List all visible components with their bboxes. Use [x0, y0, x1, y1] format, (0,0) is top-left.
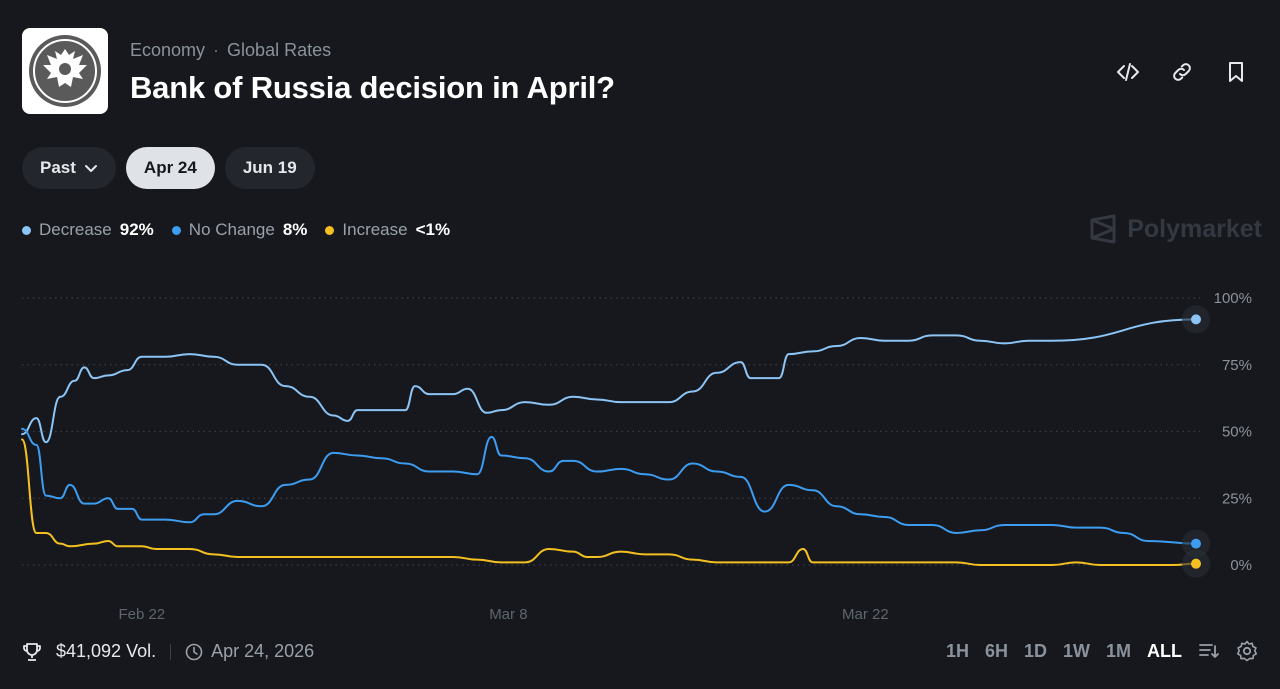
x-tick-label: Feb 22 — [118, 606, 165, 623]
series-line-no-change — [21, 427, 1197, 545]
bookmark-button[interactable] — [1222, 58, 1250, 86]
chart-legend: Decrease 92% No Change 8% Increase <1% — [22, 220, 450, 240]
breadcrumb-separator: · — [213, 40, 220, 60]
date-pill-apr-24[interactable]: Apr 24 — [125, 147, 215, 189]
end-date: Apr 24, 2026 — [185, 641, 314, 662]
legend-value: 8% — [282, 220, 308, 239]
y-tick-label: 100% — [1214, 290, 1252, 307]
bank-of-russia-eagle-logo — [29, 35, 101, 107]
legend-dot — [171, 225, 181, 235]
settings-gear-icon[interactable] — [1236, 640, 1258, 662]
range-6h[interactable]: 6H — [984, 640, 1008, 661]
market-logo — [22, 28, 108, 114]
end-date-text: Apr 24, 2026 — [211, 641, 315, 661]
x-tick-label: Mar 22 — [842, 606, 889, 623]
past-dropdown-button[interactable]: Past — [22, 147, 116, 189]
x-tick-label: Mar 8 — [489, 606, 527, 623]
range-1h[interactable]: 1H — [945, 640, 969, 661]
time-range-selector: 1H 6H 1D 1W 1M ALL — [946, 640, 1258, 662]
y-tick-label: 75% — [1222, 357, 1252, 374]
watermark-text: Polymarket — [1127, 214, 1262, 243]
embed-button[interactable] — [1114, 58, 1142, 86]
copy-link-button[interactable] — [1168, 58, 1196, 86]
page-title: Bank of Russia decision in April? — [130, 70, 615, 105]
clock-icon — [185, 643, 203, 660]
legend-dot — [325, 225, 335, 235]
series-endpoint-no-change — [1191, 538, 1201, 549]
divider — [170, 643, 172, 660]
y-tick-label: 50% — [1222, 424, 1252, 441]
chevron-down-icon — [84, 165, 97, 172]
code-icon — [1117, 63, 1139, 81]
legend-name: No Change — [188, 220, 275, 239]
breadcrumb-subcategory[interactable]: Global Rates — [227, 40, 332, 60]
breadcrumb-category[interactable]: Economy — [130, 40, 206, 60]
series-line-decrease — [21, 318, 1197, 444]
legend-dot — [22, 225, 31, 235]
sort-lines-icon[interactable] — [1198, 640, 1220, 662]
range-1w[interactable]: 1W — [1062, 640, 1090, 661]
polymarket-watermark: Polymarket — [1089, 214, 1262, 244]
legend-item-decrease: Decrease 92% — [22, 220, 154, 240]
legend-value: 92% — [119, 220, 154, 239]
y-tick-label: 25% — [1222, 490, 1252, 507]
legend-name: Increase — [342, 220, 408, 239]
volume-text: $41,092 Vol. — [56, 641, 157, 661]
series-line-increase — [21, 438, 1197, 567]
series-endpoint-increase — [1191, 558, 1201, 569]
breadcrumb: Economy · Global Rates — [130, 40, 331, 61]
y-tick-label: 0% — [1230, 557, 1252, 574]
series-endpoint-decrease — [1191, 314, 1201, 325]
legend-item-no-change: No Change 8% — [171, 220, 308, 240]
date-pill-jun-19[interactable]: Jun 19 — [224, 147, 315, 189]
past-label: Past — [40, 158, 76, 177]
link-icon — [1173, 63, 1191, 81]
legend-item-increase: Increase <1% — [325, 220, 450, 240]
market-footer: $41,092 Vol. Apr 24, 2026 — [22, 641, 314, 662]
date-selector: Past Apr 24 Jun 19 — [22, 147, 315, 189]
bookmark-icon — [1229, 62, 1243, 82]
range-1m[interactable]: 1M — [1105, 640, 1131, 661]
polymarket-logo-icon — [1090, 214, 1116, 244]
legend-name: Decrease — [39, 220, 112, 239]
legend-value: <1% — [415, 220, 451, 239]
range-1d[interactable]: 1D — [1023, 640, 1047, 661]
range-all[interactable]: ALL — [1147, 640, 1182, 661]
header-actions — [1114, 58, 1250, 86]
trophy-icon — [23, 642, 41, 661]
